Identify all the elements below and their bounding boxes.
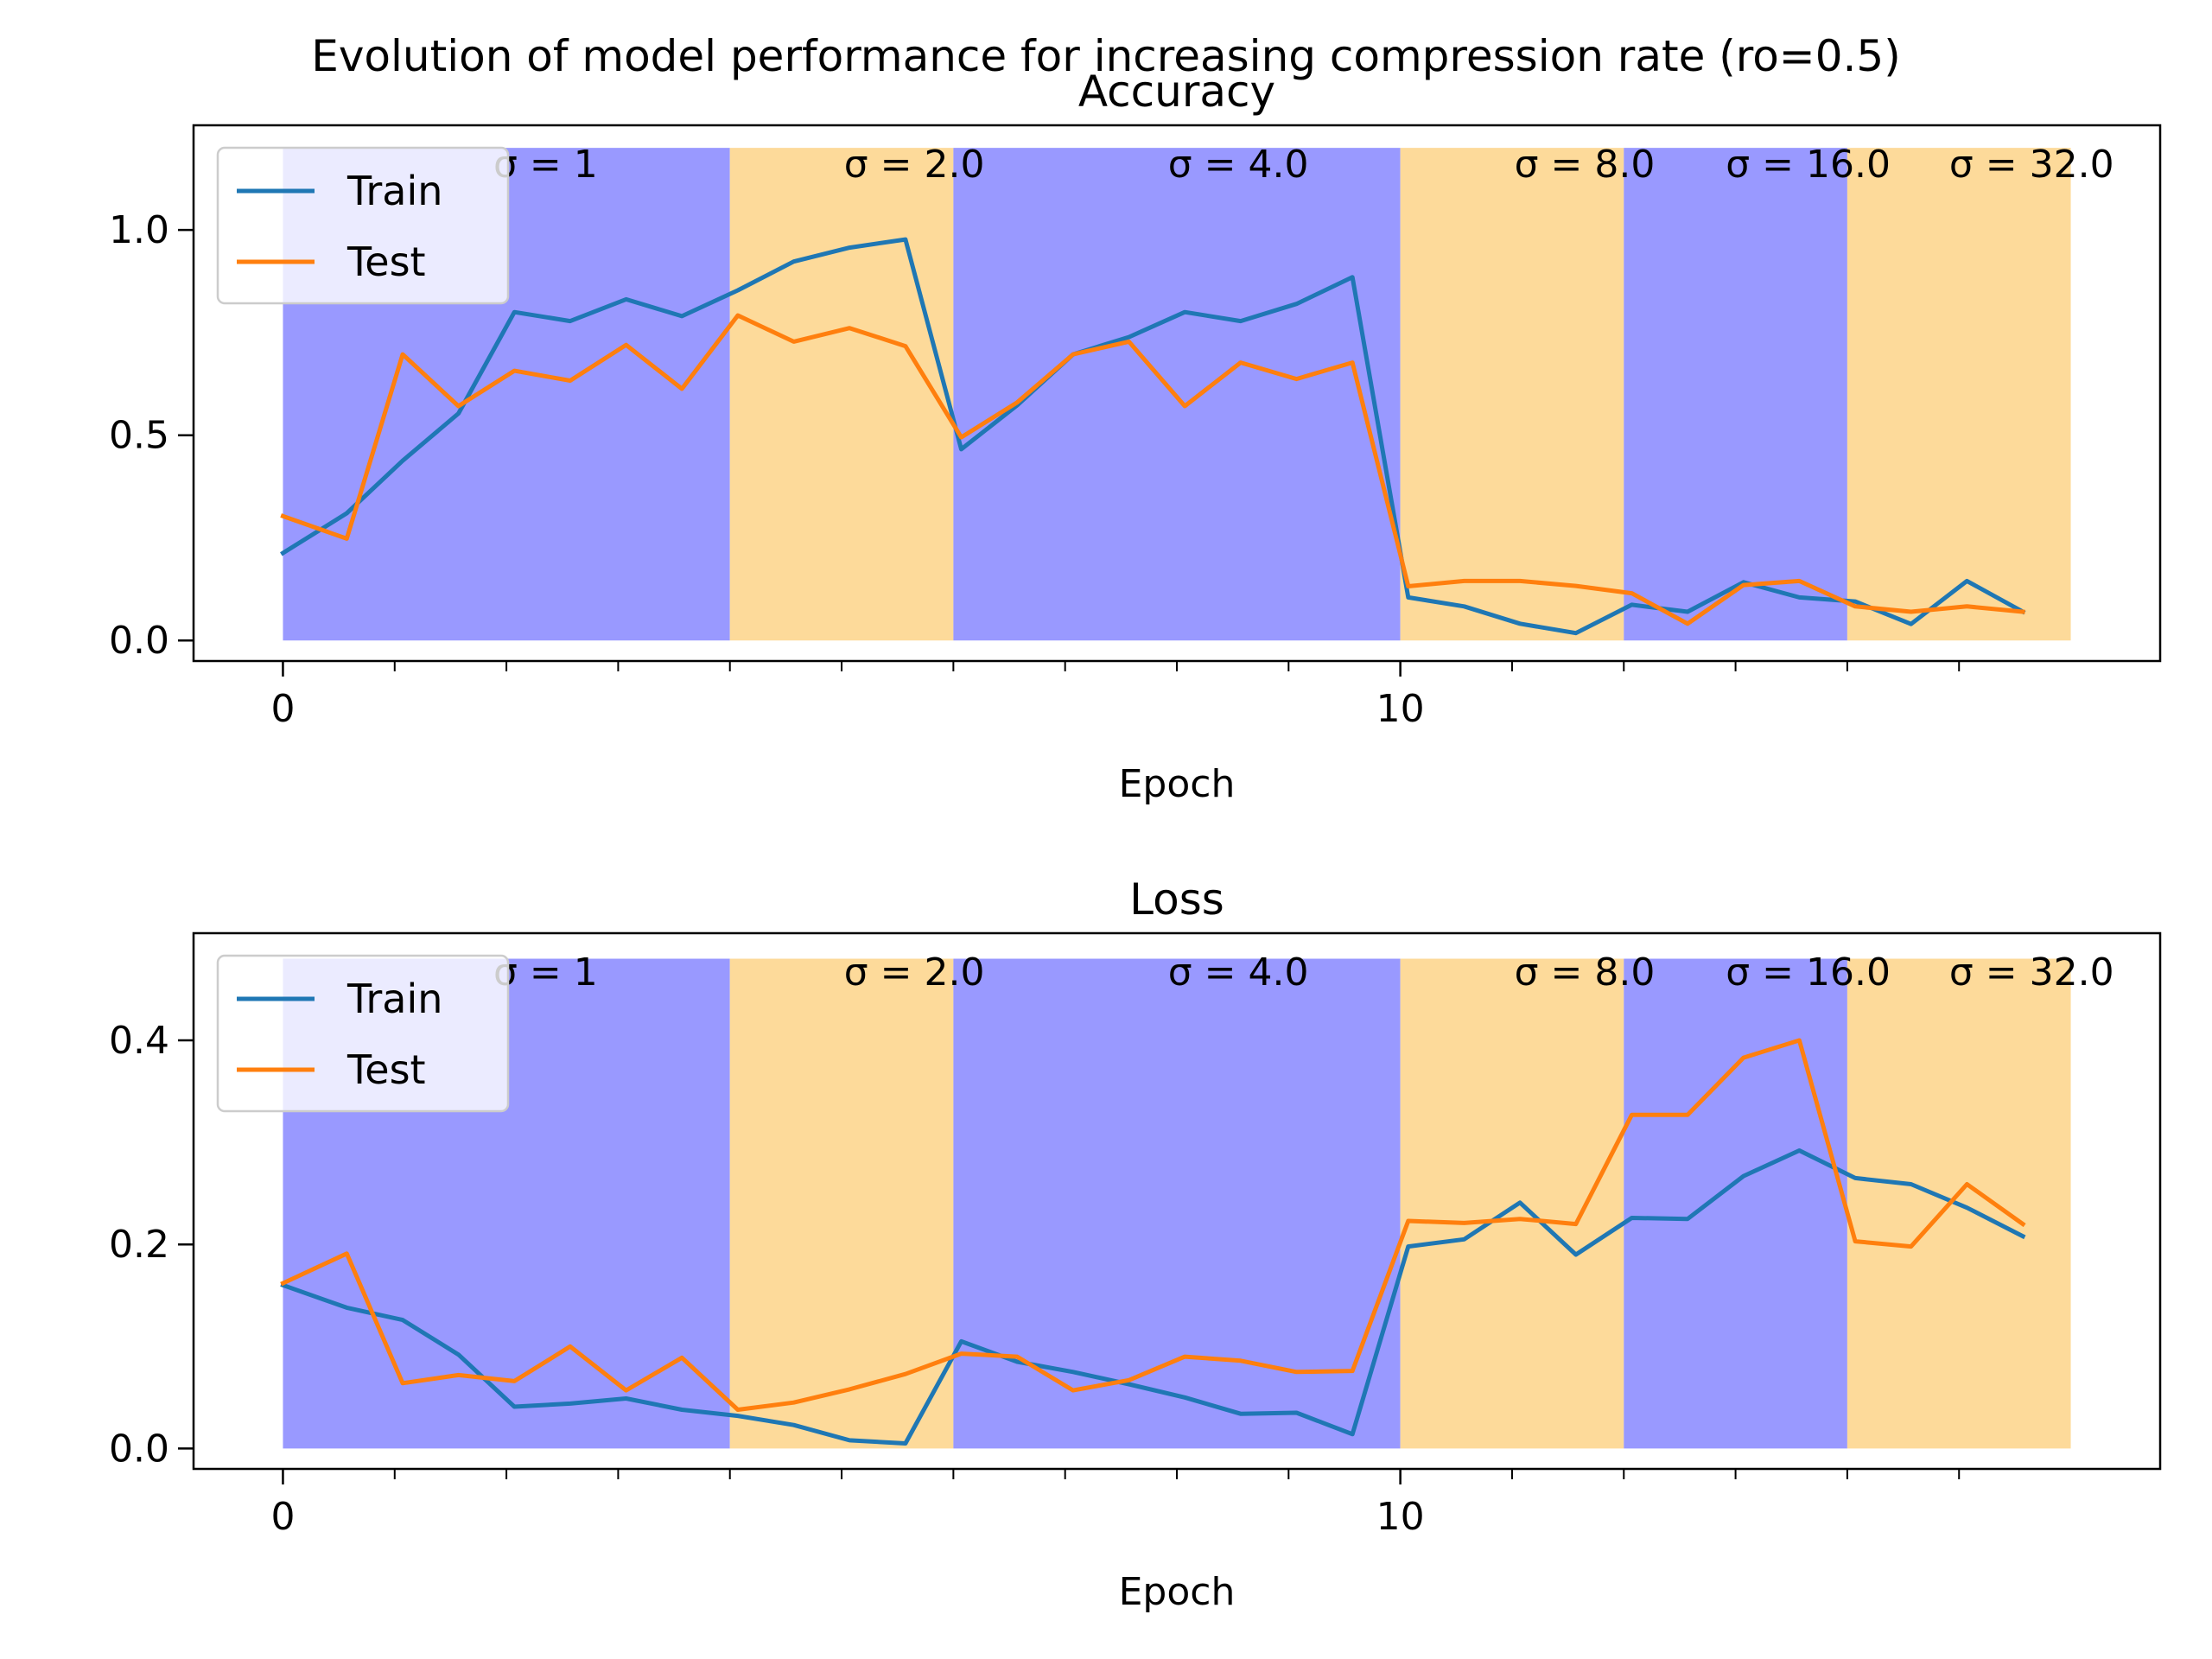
accuracy-band-label-1: σ = 2.0 [844,143,985,187]
accuracy-ytick-label: 0.5 [109,414,169,458]
loss-band-label-1: σ = 2.0 [844,950,985,995]
accuracy-band-label-5: σ = 32.0 [1949,143,2114,187]
accuracy-ytick-label: 0.0 [109,619,169,663]
loss-xlabel: Epoch [1119,1570,1236,1614]
loss-band-3 [1400,958,1624,1449]
loss-ytick-label: 0.0 [109,1427,169,1471]
loss-band-label-2: σ = 4.0 [1168,950,1309,995]
loss-legend [216,954,510,1113]
loss-xtick-label: 0 [270,1495,295,1539]
accuracy-legend-label-test: Test [346,238,426,285]
accuracy-band-1 [729,148,954,641]
accuracy-band-label-2: σ = 4.0 [1168,143,1309,187]
accuracy-subplot: Accuracy σ = 1 σ = 2.0 σ = 4.0 σ = 8.0 σ = 16… [109,67,2162,806]
accuracy-band-3 [1400,148,1624,641]
loss-ytick-label: 0.4 [109,1019,169,1063]
accuracy-legend-label-train: Train [346,168,442,214]
accuracy-series-train [280,237,2026,636]
accuracy-xtick-label: 10 [1376,687,1425,731]
loss-band-label-5: σ = 32.0 [1949,950,2114,995]
accuracy-band-label-0: σ = 1 [493,143,598,187]
accuracy-xlabel: Epoch [1119,762,1236,806]
accuracy-xtick-label: 0 [270,687,295,731]
figure-title: Evolution of model performance for incre… [311,31,1900,81]
accuracy-series-test [280,313,2025,626]
accuracy-band-4 [1624,148,1847,641]
loss-xtick-label: 10 [1376,1495,1425,1539]
loss-subplot: Loss σ = 1 σ = 2.0 σ = 4.0 σ = 8.0 σ = 16.0 σ … [109,874,2162,1614]
accuracy-band-label-3: σ = 8.0 [1515,143,1656,187]
loss-legend-label-train: Train [346,976,442,1022]
loss-band-label-0: σ = 1 [493,950,598,995]
loss-legend-label-test: Test [346,1046,426,1093]
loss-band-label-3: σ = 8.0 [1515,950,1656,995]
loss-title: Loss [1129,874,1224,925]
accuracy-band-5 [1847,148,2071,641]
loss-ytick-label: 0.2 [109,1223,169,1267]
accuracy-title: Accuracy [1078,67,1275,117]
loss-series-test [280,1038,2026,1412]
loss-band-1 [729,958,954,1449]
loss-band-label-4: σ = 16.0 [1726,950,1891,995]
accuracy-band-label-4: σ = 16.0 [1726,143,1891,187]
accuracy-ytick-label: 1.0 [109,208,169,252]
loss-band-4 [1624,958,1847,1449]
loss-band-2 [953,958,1401,1449]
accuracy-legend [216,146,510,305]
loss-series-train [280,1148,2026,1446]
